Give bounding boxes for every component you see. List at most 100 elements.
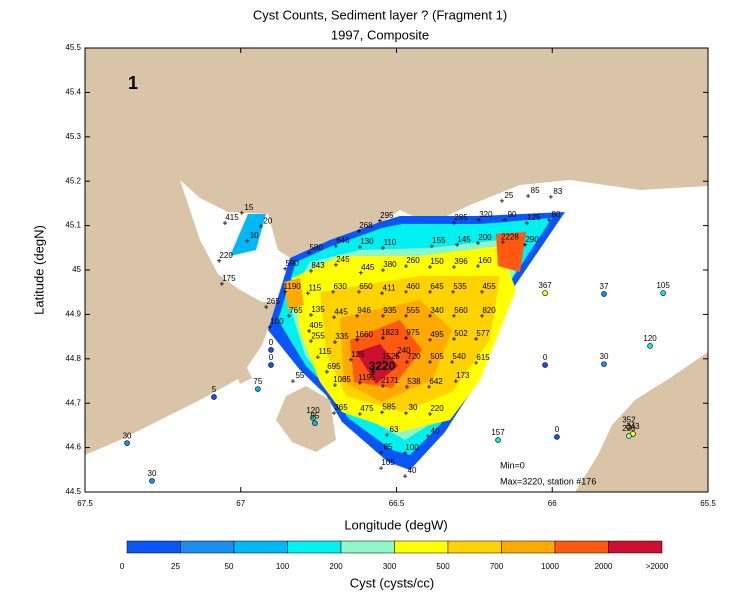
station-label: 645 [430, 282, 444, 291]
station [380, 245, 385, 250]
station [380, 291, 385, 296]
station-label: 1085 [333, 375, 351, 384]
station-label: 110 [384, 238, 397, 247]
station-label: 2228 [501, 232, 519, 241]
station [356, 229, 361, 234]
station [377, 218, 382, 223]
x-tick-label: 67.5 [77, 499, 93, 508]
station-label: 642 [429, 377, 443, 386]
station-label: 411 [383, 283, 396, 292]
colorbar-swatch [180, 540, 235, 554]
station-label: 30 [148, 469, 157, 478]
station-label: 63 [390, 425, 399, 434]
station [427, 360, 432, 365]
y-tick-label: 45.1 [65, 221, 81, 230]
station [333, 244, 338, 249]
station-label: 585 [382, 402, 396, 411]
station-label: 580 [309, 243, 323, 252]
station-label: 40 [408, 466, 417, 475]
colorbar-swatch [554, 540, 609, 554]
y-tick-label: 45.2 [65, 176, 81, 185]
station [380, 268, 385, 273]
station [647, 343, 653, 349]
station-label: 455 [482, 282, 496, 291]
station [332, 383, 337, 388]
station [474, 336, 479, 341]
station-label: 55 [295, 371, 304, 380]
station-label: 90 [508, 210, 517, 219]
station-label: 502 [454, 329, 468, 338]
station [385, 432, 390, 437]
colorbar-swatch [608, 540, 663, 554]
station [451, 221, 456, 226]
station [332, 315, 337, 320]
station [660, 290, 666, 296]
station-label: 20 [263, 216, 272, 225]
station-label: 220 [430, 404, 444, 413]
station-label: 975 [406, 328, 420, 337]
chart-title: Cyst Counts, Sediment layer ? (Fragment … [253, 7, 507, 22]
station-label: 85 [384, 442, 393, 451]
station-label: 155 [432, 236, 446, 245]
island [236, 366, 252, 384]
colorbar-swatch [394, 540, 449, 554]
station-label: 1195 [358, 373, 376, 382]
station-label: 157 [491, 428, 505, 437]
station [427, 411, 432, 416]
station [542, 362, 548, 368]
station [404, 384, 409, 389]
station-label: 765 [289, 306, 303, 315]
station [451, 289, 456, 294]
station [315, 355, 320, 360]
station [223, 221, 228, 226]
colorbar-tick-label: >2000 [646, 562, 669, 571]
station-label: 380 [383, 260, 397, 269]
station [542, 290, 548, 296]
station [217, 258, 222, 263]
station [427, 265, 432, 270]
station-label: 320 [479, 210, 493, 219]
station [348, 357, 353, 362]
station [499, 198, 504, 203]
station-label: 105 [656, 281, 670, 290]
y-tick-label: 44.5 [65, 487, 81, 496]
station [267, 324, 272, 329]
station [554, 434, 560, 440]
station-label: 590 [285, 259, 299, 268]
station [380, 336, 385, 341]
x-tick-label: 66 [548, 499, 557, 508]
max-note: Max=3220, station #176 [500, 476, 596, 486]
station-label: 555 [406, 306, 420, 315]
station [474, 360, 479, 365]
station [324, 369, 329, 374]
station [601, 291, 607, 297]
station [500, 240, 505, 245]
station-label: 352 [622, 415, 636, 424]
station [258, 224, 263, 229]
colorbar-tick-label: 0 [120, 562, 125, 571]
station [309, 269, 314, 274]
station [404, 336, 409, 341]
station-label: 3220 [369, 359, 396, 373]
y-tick-label: 44.9 [65, 310, 81, 319]
station-label: 505 [430, 352, 444, 361]
chart-subtitle: 1997, Composite [331, 27, 429, 42]
station-label: 245 [336, 255, 350, 264]
y-tick-label: 45.4 [65, 88, 81, 97]
station [480, 289, 485, 294]
station-label: 175 [222, 274, 236, 283]
station [379, 466, 384, 471]
station [427, 337, 432, 342]
station [601, 361, 607, 367]
station [403, 451, 408, 456]
station [480, 313, 485, 318]
station [309, 312, 314, 317]
colorbar-swatch [287, 540, 342, 554]
station-label: 415 [225, 213, 239, 222]
station-label: 560 [454, 306, 468, 315]
station-label: 255 [311, 331, 325, 340]
station-label: 615 [476, 353, 490, 362]
colorbar-swatch [233, 540, 288, 554]
station-label: 240 [397, 346, 411, 355]
min-note: Min=0 [500, 460, 525, 470]
